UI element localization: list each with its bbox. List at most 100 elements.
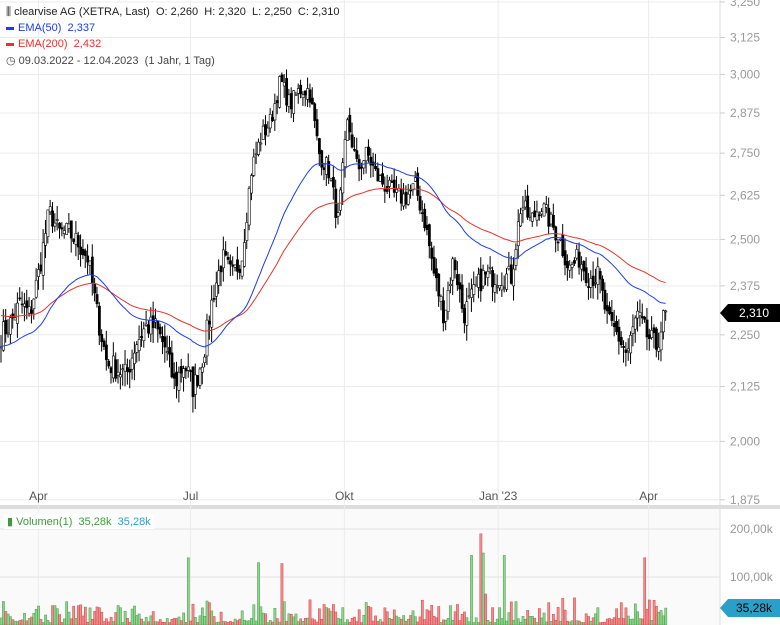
candle-body bbox=[128, 368, 132, 373]
volume-bar bbox=[339, 618, 342, 625]
ema50-line bbox=[0, 162, 666, 348]
volume-bar bbox=[402, 615, 405, 625]
period-text: (1 Jahr, 1 Tag) bbox=[144, 55, 215, 67]
volume-bar bbox=[175, 618, 178, 625]
volume-bar bbox=[259, 606, 263, 625]
candle-body bbox=[638, 311, 642, 317]
volume-bar bbox=[294, 613, 298, 625]
volume-bar bbox=[252, 604, 256, 625]
candle-body bbox=[51, 210, 54, 227]
volume-bar bbox=[292, 616, 295, 625]
candle-body bbox=[2, 321, 5, 351]
candle-body bbox=[568, 264, 572, 271]
candle-body bbox=[404, 191, 408, 205]
volume-bar bbox=[149, 615, 153, 625]
candle-body bbox=[545, 204, 548, 208]
candle-body bbox=[348, 114, 352, 133]
candle-body bbox=[175, 371, 179, 387]
candle-body bbox=[458, 282, 462, 290]
candle-body bbox=[573, 260, 576, 264]
candle-body bbox=[105, 344, 108, 361]
volume-bar bbox=[4, 611, 8, 625]
candle-body bbox=[367, 146, 370, 156]
time-tick-label: Apr bbox=[29, 489, 48, 503]
volume-bar bbox=[615, 608, 618, 625]
volume-bar bbox=[584, 613, 588, 625]
candle-body bbox=[114, 359, 118, 379]
volume-bar bbox=[9, 616, 12, 625]
candle-body bbox=[168, 347, 172, 355]
volume-bar bbox=[638, 618, 642, 625]
volume-bar bbox=[105, 618, 108, 625]
volume-bar bbox=[130, 608, 134, 625]
candle-body bbox=[219, 265, 223, 273]
candle-body bbox=[238, 268, 242, 274]
candle-body bbox=[509, 264, 513, 284]
volume-bar bbox=[72, 605, 76, 625]
volume-bar bbox=[123, 610, 127, 625]
candle-body bbox=[416, 172, 420, 196]
candle-body bbox=[332, 177, 335, 188]
volume-bar bbox=[622, 618, 625, 625]
volume-bar bbox=[158, 619, 162, 625]
candle-body bbox=[287, 94, 291, 107]
volume-bar bbox=[453, 611, 457, 625]
volume-bar bbox=[395, 615, 398, 625]
candle-body bbox=[60, 227, 64, 230]
candle-body bbox=[570, 264, 574, 268]
volume-bar bbox=[479, 533, 483, 625]
candles-icon: ⫼ bbox=[6, 6, 15, 18]
candle-body bbox=[339, 189, 342, 211]
candle-body bbox=[294, 94, 298, 96]
volume-bar bbox=[51, 605, 54, 625]
candle-body bbox=[135, 344, 139, 353]
volume-bar bbox=[498, 607, 501, 625]
volume-bar bbox=[13, 620, 17, 625]
candle-body bbox=[200, 366, 204, 373]
volume-bar bbox=[25, 620, 29, 625]
candle-body bbox=[390, 180, 394, 183]
candle-body bbox=[172, 373, 176, 379]
open-value: O: 2,260 bbox=[155, 6, 199, 18]
volume-bar bbox=[636, 611, 640, 625]
candle-body bbox=[140, 336, 143, 338]
candle-body bbox=[566, 261, 569, 269]
candle-body bbox=[617, 326, 621, 342]
volume-bar bbox=[664, 607, 668, 625]
candle-body bbox=[161, 336, 164, 343]
candle-body bbox=[27, 306, 31, 314]
volume-bar bbox=[605, 618, 609, 625]
candle-body bbox=[533, 210, 537, 218]
candle-body bbox=[535, 211, 539, 221]
candle-body bbox=[4, 319, 8, 335]
candle-body bbox=[353, 149, 356, 151]
ema50-swatch-icon bbox=[6, 26, 14, 30]
volume-bar bbox=[322, 604, 326, 625]
candle-body bbox=[643, 316, 647, 320]
candle-body bbox=[310, 97, 314, 105]
candle-body bbox=[53, 222, 57, 227]
price-tick-label: 2,875 bbox=[730, 106, 760, 120]
candle-body bbox=[81, 249, 85, 256]
candle-body bbox=[282, 82, 286, 87]
candle-body bbox=[472, 284, 476, 295]
candle-body bbox=[526, 195, 530, 218]
volume-bar bbox=[594, 613, 597, 625]
volume-bar bbox=[346, 619, 349, 625]
candle-body bbox=[619, 337, 623, 346]
candle-body bbox=[46, 209, 50, 237]
volume-bar bbox=[44, 614, 47, 625]
volume-bar bbox=[18, 620, 22, 625]
volume-bar bbox=[257, 562, 260, 625]
panel-divider bbox=[0, 505, 780, 509]
volume-bar bbox=[212, 616, 216, 625]
candle-body bbox=[512, 268, 516, 287]
candle-body bbox=[584, 267, 588, 284]
volume-bar bbox=[76, 605, 80, 625]
candle-body bbox=[622, 346, 626, 348]
ema200-legend[interactable]: EMA(200) 2,432 bbox=[6, 38, 101, 50]
volume-bar bbox=[74, 618, 78, 625]
ema50-legend[interactable]: EMA(50) 2,337 bbox=[6, 22, 95, 34]
candle-body bbox=[399, 189, 403, 204]
